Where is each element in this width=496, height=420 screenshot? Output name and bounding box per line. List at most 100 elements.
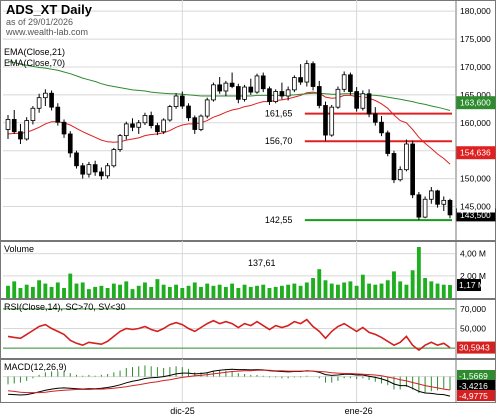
- candle-body: [186, 105, 191, 119]
- candle: [229, 72, 235, 89]
- candle-body: [391, 153, 397, 181]
- candle-body: [49, 92, 54, 108]
- volume-bar: [12, 281, 17, 298]
- volume-bar: [286, 284, 291, 298]
- candle: [223, 80, 229, 96]
- candle-body: [260, 75, 266, 90]
- candle: [254, 73, 260, 94]
- candle: [379, 116, 384, 137]
- value-tag-text: 163,600: [460, 98, 491, 108]
- level-label: 161,65: [265, 109, 293, 119]
- candle: [105, 162, 110, 179]
- volume-bar: [62, 288, 66, 298]
- candle: [341, 71, 347, 93]
- volume-bar: [435, 283, 440, 298]
- candle: [67, 131, 73, 158]
- candle-body: [111, 149, 117, 167]
- candle: [99, 167, 104, 180]
- price-tick-label: 150,000: [460, 174, 491, 184]
- volume-tag-bg: [457, 279, 481, 292]
- candle-body: [229, 82, 235, 87]
- candle-body: [74, 152, 79, 167]
- candle: [18, 123, 23, 144]
- candle-body: [161, 119, 166, 133]
- macd-tag-bg: [457, 390, 495, 401]
- value-tag-text: 154,636: [460, 148, 491, 158]
- value-tag-bg: [456, 146, 496, 160]
- candle-body: [304, 63, 310, 83]
- candle: [211, 82, 216, 102]
- volume-bar: [161, 284, 166, 298]
- volume-tick-label: 4,00 M: [460, 249, 486, 259]
- price-value-tag: 154,636: [456, 146, 496, 160]
- volume-bar: [342, 282, 347, 298]
- price-tick-label: 165,000: [460, 90, 491, 100]
- candle: [5, 114, 11, 139]
- volume-bar: [416, 247, 421, 298]
- candle-body: [11, 119, 17, 133]
- volume-value-tag: 1,17 M: [457, 279, 485, 292]
- candle: [391, 150, 397, 184]
- volume-bar: [43, 283, 48, 298]
- value-tag-bg: [456, 96, 496, 110]
- candle-body: [248, 86, 254, 93]
- candle-body: [404, 143, 409, 171]
- candle: [316, 80, 322, 109]
- candle: [155, 122, 160, 136]
- volume-bar: [124, 281, 129, 298]
- volume-bar: [68, 273, 73, 298]
- candle-body: [30, 107, 36, 121]
- price-tick-label: 160,000: [460, 118, 491, 128]
- rsi-title: RSI(Close,14), SC>70, SV<30: [4, 302, 126, 312]
- candle-body: [372, 113, 378, 123]
- candle-body: [192, 117, 198, 130]
- candle: [435, 189, 440, 208]
- candle: [173, 93, 179, 109]
- rsi-value-tag: 30,5943: [457, 341, 495, 354]
- candle: [329, 104, 335, 137]
- volume-bar: [261, 284, 266, 298]
- volume-bar: [354, 285, 359, 298]
- candle: [217, 77, 222, 94]
- candle: [279, 82, 285, 100]
- volume-bar: [217, 284, 222, 298]
- volume-bar: [99, 285, 104, 298]
- macd-title: MACD(12,26,9): [4, 362, 67, 372]
- candle-body: [316, 86, 322, 106]
- candle: [267, 86, 272, 105]
- candle-body: [379, 121, 384, 134]
- volume-bar: [429, 281, 434, 298]
- volume-bar: [211, 285, 216, 298]
- candle-body: [385, 132, 391, 154]
- candle: [55, 103, 61, 126]
- candle: [397, 166, 403, 182]
- rsi-tag-text: 30,5943: [459, 343, 490, 353]
- candle: [410, 140, 415, 199]
- candle: [260, 72, 266, 93]
- chart-title: ADS_XT Daily: [6, 2, 92, 17]
- rsi-tag-bg: [457, 341, 495, 354]
- candle-body: [435, 190, 440, 205]
- volume-tick-label: 2,00 M: [460, 271, 486, 281]
- candle-body: [428, 190, 434, 200]
- candle-body: [92, 164, 98, 173]
- value-tag-text: 145,000: [460, 202, 491, 212]
- candle: [198, 114, 204, 132]
- candle-body: [348, 74, 353, 92]
- candle-body: [335, 88, 341, 108]
- candle: [111, 147, 117, 168]
- volume-bar: [311, 278, 315, 298]
- legend-ema70: EMA(Close,70): [4, 58, 65, 68]
- volume-bar: [236, 288, 241, 298]
- value-tag-bg: [457, 200, 495, 213]
- candle: [422, 196, 428, 219]
- volume-bar: [118, 284, 122, 298]
- candle: [236, 83, 241, 104]
- price-value-tag: 163,600: [456, 96, 496, 110]
- candle-body: [105, 165, 110, 177]
- candle: [80, 162, 86, 179]
- candle: [142, 112, 148, 126]
- candle-body: [179, 95, 185, 107]
- candle-body: [155, 125, 160, 133]
- volume-bar: [410, 270, 415, 298]
